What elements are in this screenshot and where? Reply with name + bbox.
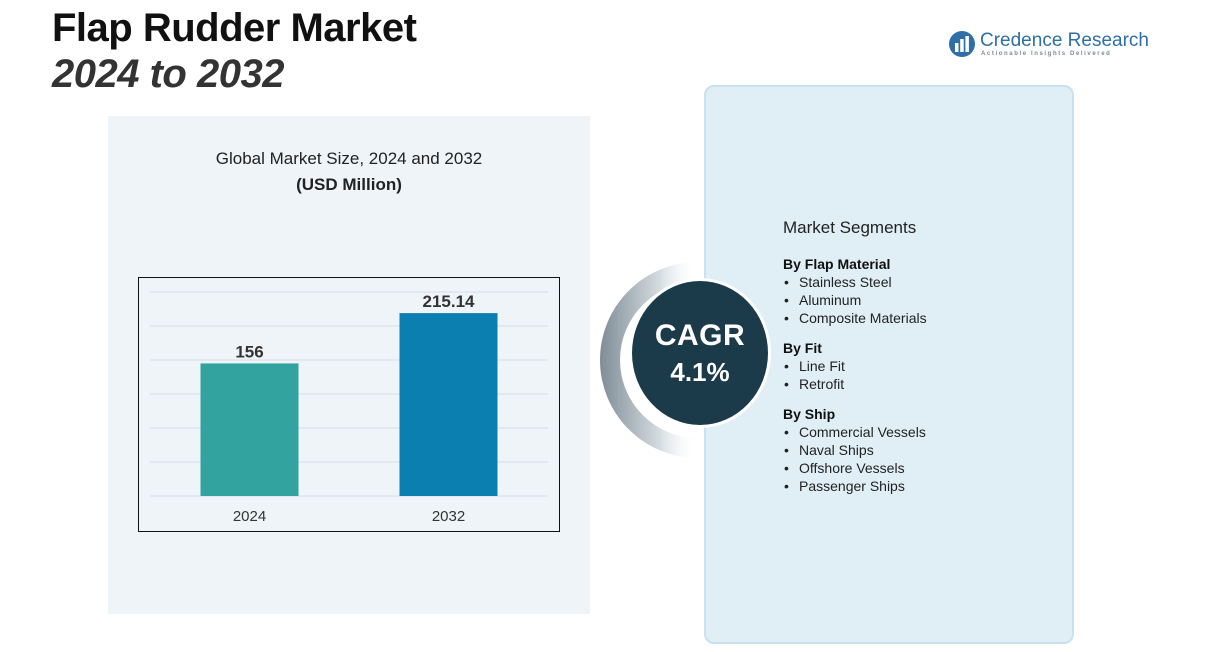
- cagr-badge: CAGR 4.1%: [629, 278, 771, 428]
- segment-group-flap-material: By Flap Material Stainless Steel Aluminu…: [783, 255, 1053, 327]
- bar-chart-svg: 156 2024 215.14 2032: [150, 291, 548, 525]
- company-logo[interactable]: Credence Research Actionable Insights De…: [948, 30, 1149, 64]
- segment-item: Passenger Ships: [783, 477, 1053, 495]
- page-title: Flap Rudder Market: [52, 6, 417, 50]
- bar-chart: 156 2024 215.14 2032: [138, 277, 560, 532]
- bar-2032: [399, 313, 498, 496]
- segment-item: Line Fit: [783, 357, 1053, 375]
- segment-group-ship: By Ship Commercial Vessels Naval Ships O…: [783, 405, 1053, 495]
- bar-chart-logo-icon: [949, 31, 975, 57]
- x-tick-label: 2024: [233, 508, 266, 525]
- segment-group-fit: By Fit Line Fit Retrofit: [783, 339, 1053, 393]
- bar-2024: [200, 363, 299, 496]
- logo-name: Credence Research: [980, 30, 1149, 51]
- segments-heading: Market Segments: [783, 218, 917, 237]
- chart-unit: (USD Million): [296, 175, 402, 194]
- segment-item: Retrofit: [783, 375, 1053, 393]
- bar-value-label: 156: [235, 342, 263, 361]
- segment-item: Composite Materials: [783, 309, 1053, 327]
- segment-item: Stainless Steel: [783, 273, 1053, 291]
- segment-group-title: By Flap Material: [783, 256, 891, 272]
- segment-group-title: By Ship: [783, 406, 836, 422]
- cagr-ring-decoration: [600, 262, 698, 458]
- segment-item: Aluminum: [783, 291, 1053, 309]
- chart-title: Global Market Size, 2024 and 2032: [215, 149, 483, 168]
- segment-item: Naval Ships: [783, 441, 1053, 459]
- market-segments: Market Segments By Flap Material Stainle…: [783, 218, 1053, 507]
- page-subtitle: 2024 to 2032: [52, 52, 284, 96]
- logo-tagline: Actionable Insights Delivered: [981, 51, 1112, 57]
- cagr-value: 4.1%: [670, 357, 730, 387]
- segment-item: Offshore Vessels: [783, 459, 1053, 477]
- cagr-label: CAGR: [654, 319, 746, 352]
- bar-value-label: 215.14: [423, 292, 476, 311]
- segment-group-title: By Fit: [783, 340, 822, 356]
- segment-item: Commercial Vessels: [783, 423, 1053, 441]
- x-tick-label: 2032: [432, 508, 465, 525]
